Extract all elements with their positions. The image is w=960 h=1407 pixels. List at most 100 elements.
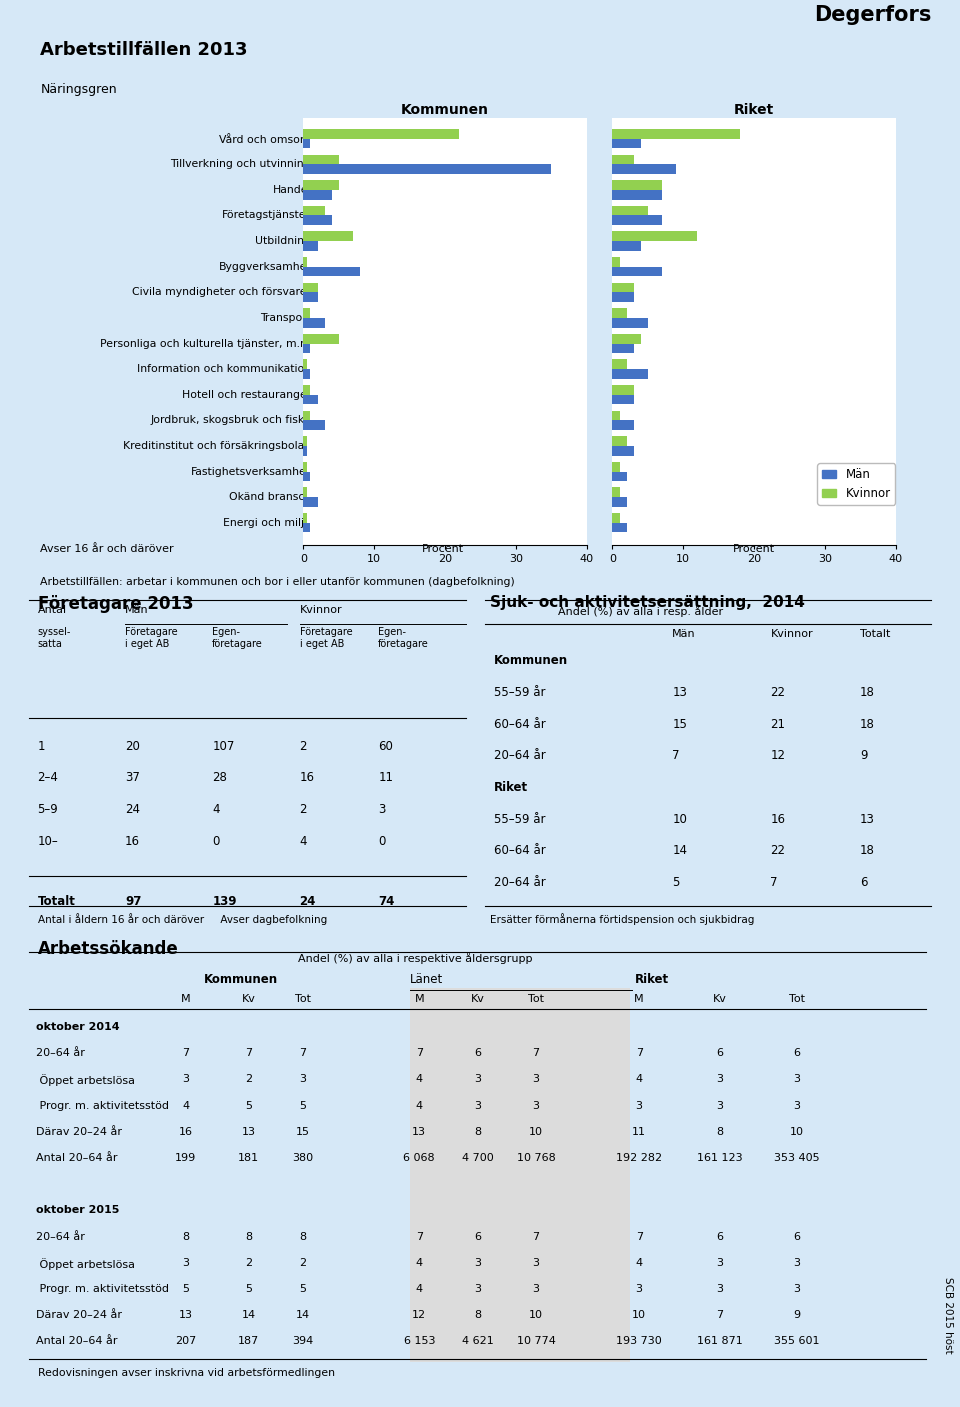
Text: 8: 8 — [474, 1310, 481, 1320]
Text: 10: 10 — [672, 813, 687, 826]
Text: 6: 6 — [716, 1231, 724, 1241]
Bar — [612, 180, 662, 190]
Bar — [303, 395, 318, 404]
Text: Redovisningen avser inskrivna vid arbetsförmedlingen: Redovisningen avser inskrivna vid arbets… — [38, 1368, 335, 1377]
Text: Kommunen: Kommunen — [493, 654, 568, 667]
Text: Män: Män — [672, 629, 696, 639]
Bar — [303, 165, 551, 174]
Text: 15: 15 — [296, 1127, 309, 1137]
Bar — [612, 487, 619, 497]
Text: 18: 18 — [860, 687, 875, 699]
Text: 10: 10 — [529, 1310, 543, 1320]
Text: 11: 11 — [633, 1127, 646, 1137]
Text: 7: 7 — [716, 1310, 724, 1320]
Text: 181: 181 — [238, 1154, 259, 1164]
Text: 5: 5 — [245, 1285, 252, 1294]
Text: M: M — [635, 995, 644, 1005]
Bar — [612, 129, 740, 139]
Text: 10 768: 10 768 — [516, 1154, 555, 1164]
Bar — [612, 446, 634, 456]
Bar — [303, 369, 310, 378]
Text: 3: 3 — [182, 1258, 189, 1268]
Text: Fastighetsverksamhet: Fastighetsverksamhet — [191, 467, 311, 477]
Text: 20–64 år: 20–64 år — [36, 1231, 84, 1241]
Text: 2: 2 — [245, 1075, 252, 1085]
Text: 20–64 år: 20–64 år — [493, 875, 545, 889]
Text: Tot: Tot — [528, 995, 544, 1005]
Text: 10 774: 10 774 — [516, 1337, 556, 1346]
Text: Riket: Riket — [635, 974, 669, 986]
Bar — [612, 267, 662, 276]
Text: Handel: Handel — [273, 184, 311, 196]
Bar — [303, 343, 310, 353]
Text: 7: 7 — [416, 1048, 422, 1058]
Text: 14: 14 — [672, 844, 687, 857]
Bar — [303, 333, 339, 343]
Text: 3: 3 — [182, 1075, 189, 1085]
Text: Öppet arbetslösa: Öppet arbetslösa — [36, 1258, 135, 1269]
Text: 161 123: 161 123 — [697, 1154, 743, 1164]
Bar — [303, 205, 324, 215]
Text: 16: 16 — [300, 771, 315, 784]
Text: 7: 7 — [245, 1048, 252, 1058]
Text: SCB 2015 höst: SCB 2015 höst — [944, 1278, 953, 1354]
Text: 3: 3 — [716, 1075, 724, 1085]
Text: 4 700: 4 700 — [462, 1154, 493, 1164]
Text: 20: 20 — [125, 740, 140, 753]
Bar — [612, 421, 634, 431]
Text: 20–64 år: 20–64 år — [36, 1048, 84, 1058]
Text: 13: 13 — [179, 1310, 193, 1320]
Text: 3: 3 — [474, 1100, 481, 1110]
Text: Personliga och kulturella tjänster, m.m: Personliga och kulturella tjänster, m.m — [101, 339, 311, 349]
Text: 4: 4 — [636, 1258, 643, 1268]
Text: 2: 2 — [299, 1258, 306, 1268]
Text: 4: 4 — [416, 1075, 422, 1085]
Text: 55–59 år: 55–59 år — [493, 813, 545, 826]
Bar — [612, 308, 627, 318]
Bar — [303, 436, 307, 446]
Text: Företagare
i eget AB: Företagare i eget AB — [300, 628, 352, 649]
Text: 161 871: 161 871 — [697, 1337, 743, 1346]
Text: 7: 7 — [182, 1048, 189, 1058]
Text: Riket: Riket — [493, 781, 528, 794]
Text: 10: 10 — [529, 1127, 543, 1137]
Text: 97: 97 — [125, 895, 141, 908]
Bar — [303, 411, 310, 421]
Text: 4: 4 — [416, 1258, 422, 1268]
Bar — [303, 139, 310, 148]
Text: Antal 20–64 år: Antal 20–64 år — [36, 1154, 117, 1164]
Text: 6: 6 — [716, 1048, 724, 1058]
Text: 3: 3 — [474, 1285, 481, 1294]
Text: 3: 3 — [794, 1075, 801, 1085]
Text: Tot: Tot — [789, 995, 805, 1005]
Text: 13: 13 — [412, 1127, 426, 1137]
Bar — [303, 241, 318, 250]
Text: 55–59 år: 55–59 år — [493, 687, 545, 699]
Text: 3: 3 — [716, 1258, 724, 1268]
Text: 3: 3 — [716, 1100, 724, 1110]
Text: Progr. m. aktivitetsstöd: Progr. m. aktivitetsstöd — [36, 1285, 169, 1294]
Text: 18: 18 — [860, 718, 875, 730]
Text: 16: 16 — [179, 1127, 193, 1137]
Text: 28: 28 — [212, 771, 228, 784]
Text: 7: 7 — [299, 1048, 306, 1058]
Text: Antal 20–64 år: Antal 20–64 år — [36, 1337, 117, 1346]
Text: 6: 6 — [794, 1048, 801, 1058]
Text: 4: 4 — [416, 1285, 422, 1294]
Bar — [303, 293, 318, 303]
Text: 7: 7 — [416, 1231, 422, 1241]
Text: 355 601: 355 601 — [775, 1337, 820, 1346]
Text: 21: 21 — [771, 718, 785, 730]
Bar — [303, 190, 332, 200]
Text: Företagstjänster: Företagstjänster — [222, 211, 311, 221]
Text: Tot: Tot — [295, 995, 311, 1005]
Text: 22: 22 — [771, 844, 785, 857]
Text: Degerfors: Degerfors — [814, 4, 931, 25]
Bar — [303, 386, 310, 395]
Text: Kommunen: Kommunen — [204, 974, 278, 986]
Text: Därav 20–24 år: Därav 20–24 år — [36, 1310, 122, 1320]
Text: 8: 8 — [474, 1127, 481, 1137]
Text: oktober 2014: oktober 2014 — [36, 1021, 120, 1033]
Text: Kreditinstitut och försäkringsbolag: Kreditinstitut och försäkringsbolag — [123, 440, 311, 450]
Bar — [612, 257, 619, 267]
